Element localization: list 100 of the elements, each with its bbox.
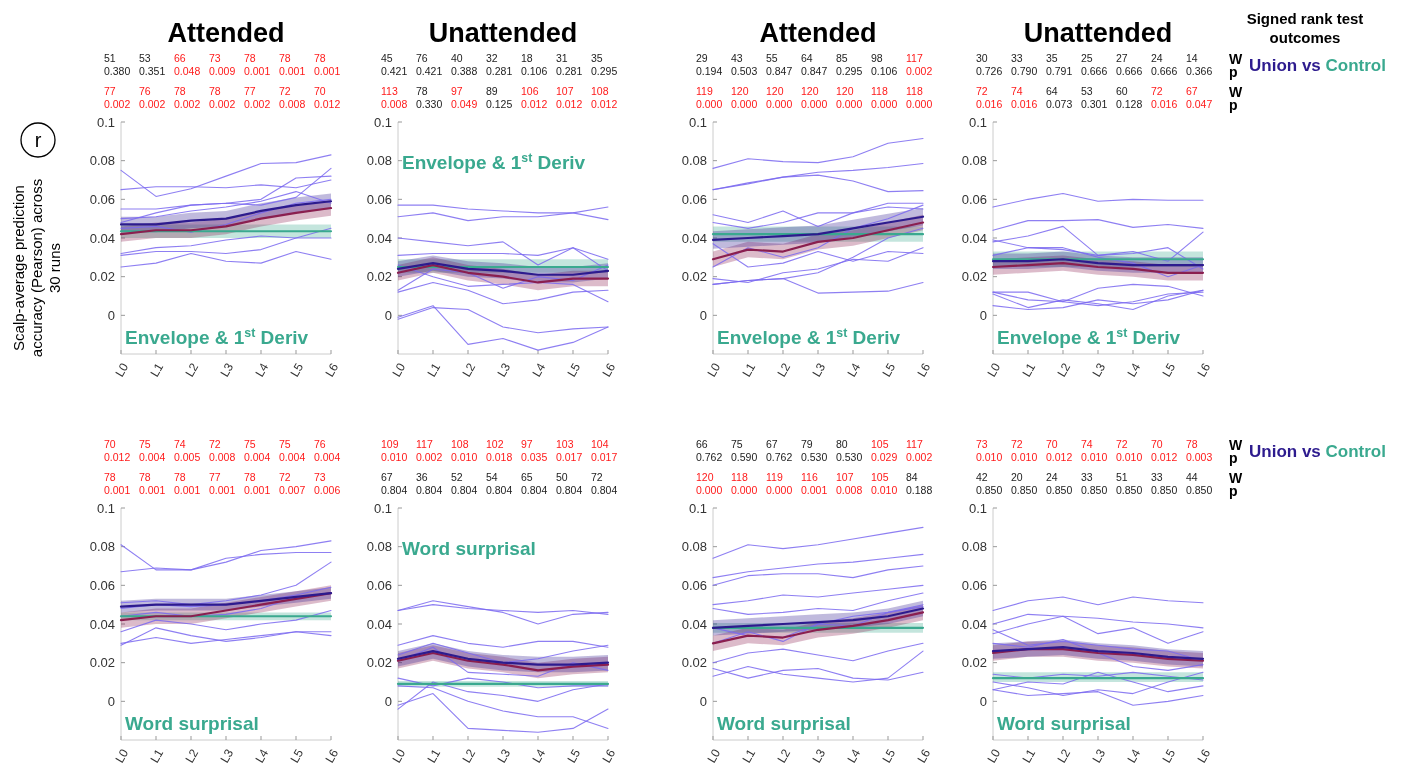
text: 0.000 xyxy=(696,484,723,496)
text: 72 xyxy=(1116,438,1128,450)
text: 0.010 xyxy=(976,451,1003,463)
annotation: Envelope & 1$^{st}$ Deriv xyxy=(402,150,586,173)
x-tick-label: L6 xyxy=(322,360,342,380)
y-tick-label: 0 xyxy=(979,307,987,323)
text: 33 xyxy=(1151,471,1163,483)
text: 76 xyxy=(139,85,151,97)
annotation: Envelope & 1$^{st}$ Deriv xyxy=(997,326,1181,348)
text: 25 xyxy=(1081,52,1093,64)
text: 0.002 xyxy=(906,451,933,463)
text: 0.125 xyxy=(486,98,513,110)
text: 0.048 xyxy=(174,65,201,77)
y-tick-label: 0.08 xyxy=(961,153,987,169)
text: 85 xyxy=(836,52,848,64)
text: 0.018 xyxy=(486,451,513,463)
text: 0.001 xyxy=(244,65,271,77)
x-tick-label: L6 xyxy=(1194,746,1214,766)
text: 0.590 xyxy=(731,451,758,463)
text: 102 xyxy=(486,438,504,450)
text: 67 xyxy=(1186,85,1198,97)
text: 0.008 xyxy=(279,98,306,110)
x-tick-label: L5 xyxy=(1159,746,1179,766)
text: 80 xyxy=(836,438,848,450)
text: 0.804 xyxy=(416,484,443,496)
chart-title: Unattended xyxy=(428,18,578,48)
text: 24 xyxy=(1151,52,1163,64)
annotation: Word surprisal xyxy=(402,537,536,559)
x-tick-label: L5 xyxy=(879,360,899,380)
text: 0.421 xyxy=(381,65,408,77)
x-tick-label: L3 xyxy=(217,360,237,380)
text: 0.850 xyxy=(1046,484,1073,496)
text: 103 xyxy=(556,438,574,450)
y-tick-label: 0.1 xyxy=(968,114,987,130)
text: 79 xyxy=(801,438,813,450)
text: 0.351 xyxy=(139,65,166,77)
text: 18 xyxy=(521,52,533,64)
text: 51 xyxy=(1116,471,1128,483)
y-tick-label: 0.06 xyxy=(681,577,707,593)
text: 0.001 xyxy=(801,484,828,496)
text: 0.000 xyxy=(836,98,863,110)
text: 0.281 xyxy=(486,65,513,77)
x-tick-label: L2 xyxy=(182,746,202,766)
x-tick-label: L4 xyxy=(252,360,272,380)
text: p xyxy=(1229,483,1238,499)
text: 72 xyxy=(976,85,988,97)
y-tick-label: 0.04 xyxy=(366,616,392,632)
x-tick-label: L1 xyxy=(424,746,444,766)
text: 75 xyxy=(731,438,743,450)
text: 78 xyxy=(416,85,428,97)
text: 0.421 xyxy=(416,65,443,77)
text: 107 xyxy=(556,85,574,97)
text: 53 xyxy=(139,52,151,64)
y-tick-label: 0.08 xyxy=(961,539,987,555)
text: 109 xyxy=(381,438,399,450)
text: 0.009 xyxy=(209,65,236,77)
text: 0.791 xyxy=(1046,65,1073,77)
x-tick-label: L1 xyxy=(1019,746,1039,766)
chart-title: Attended xyxy=(167,18,285,48)
text: 72 xyxy=(279,471,291,483)
text: 0.804 xyxy=(521,484,548,496)
text: 52 xyxy=(451,471,463,483)
text: 0.016 xyxy=(1151,98,1178,110)
text: 0.530 xyxy=(836,451,863,463)
text: 0.503 xyxy=(731,65,758,77)
text: 106 xyxy=(521,85,539,97)
text: 0.017 xyxy=(591,451,618,463)
text: 0.012 xyxy=(104,451,131,463)
text: 0.012 xyxy=(1151,451,1178,463)
text: 72 xyxy=(1151,85,1163,97)
text: 76 xyxy=(416,52,428,64)
text: 117 xyxy=(906,438,923,450)
text: 0.002 xyxy=(139,98,166,110)
text: 33 xyxy=(1011,52,1023,64)
x-tick-label: L4 xyxy=(529,360,549,380)
y-tick-label: 0 xyxy=(699,693,707,709)
text: 98 xyxy=(871,52,883,64)
text: 0.295 xyxy=(591,65,618,77)
text: 73 xyxy=(314,471,326,483)
text: 70 xyxy=(1046,438,1058,450)
text: 78 xyxy=(314,52,326,64)
text: 27 xyxy=(1116,52,1128,64)
text: 75 xyxy=(279,438,291,450)
text: 0.029 xyxy=(871,451,898,463)
text: 42 xyxy=(976,471,988,483)
text: 0.012 xyxy=(521,98,548,110)
text: 66 xyxy=(174,52,186,64)
y-tick-label: 0.06 xyxy=(89,577,115,593)
text: 0.000 xyxy=(731,98,758,110)
text: 0.010 xyxy=(1011,451,1038,463)
text: 0.001 xyxy=(139,484,166,496)
x-tick-label: L2 xyxy=(459,746,479,766)
text: 20 xyxy=(1011,471,1023,483)
text: 0.850 xyxy=(1011,484,1038,496)
text: 0.003 xyxy=(1186,451,1213,463)
text: 0.850 xyxy=(1081,484,1108,496)
text: 0.006 xyxy=(314,484,341,496)
text: W xyxy=(1229,470,1243,486)
text: 70 xyxy=(314,85,326,97)
x-tick-label: L1 xyxy=(739,746,759,766)
